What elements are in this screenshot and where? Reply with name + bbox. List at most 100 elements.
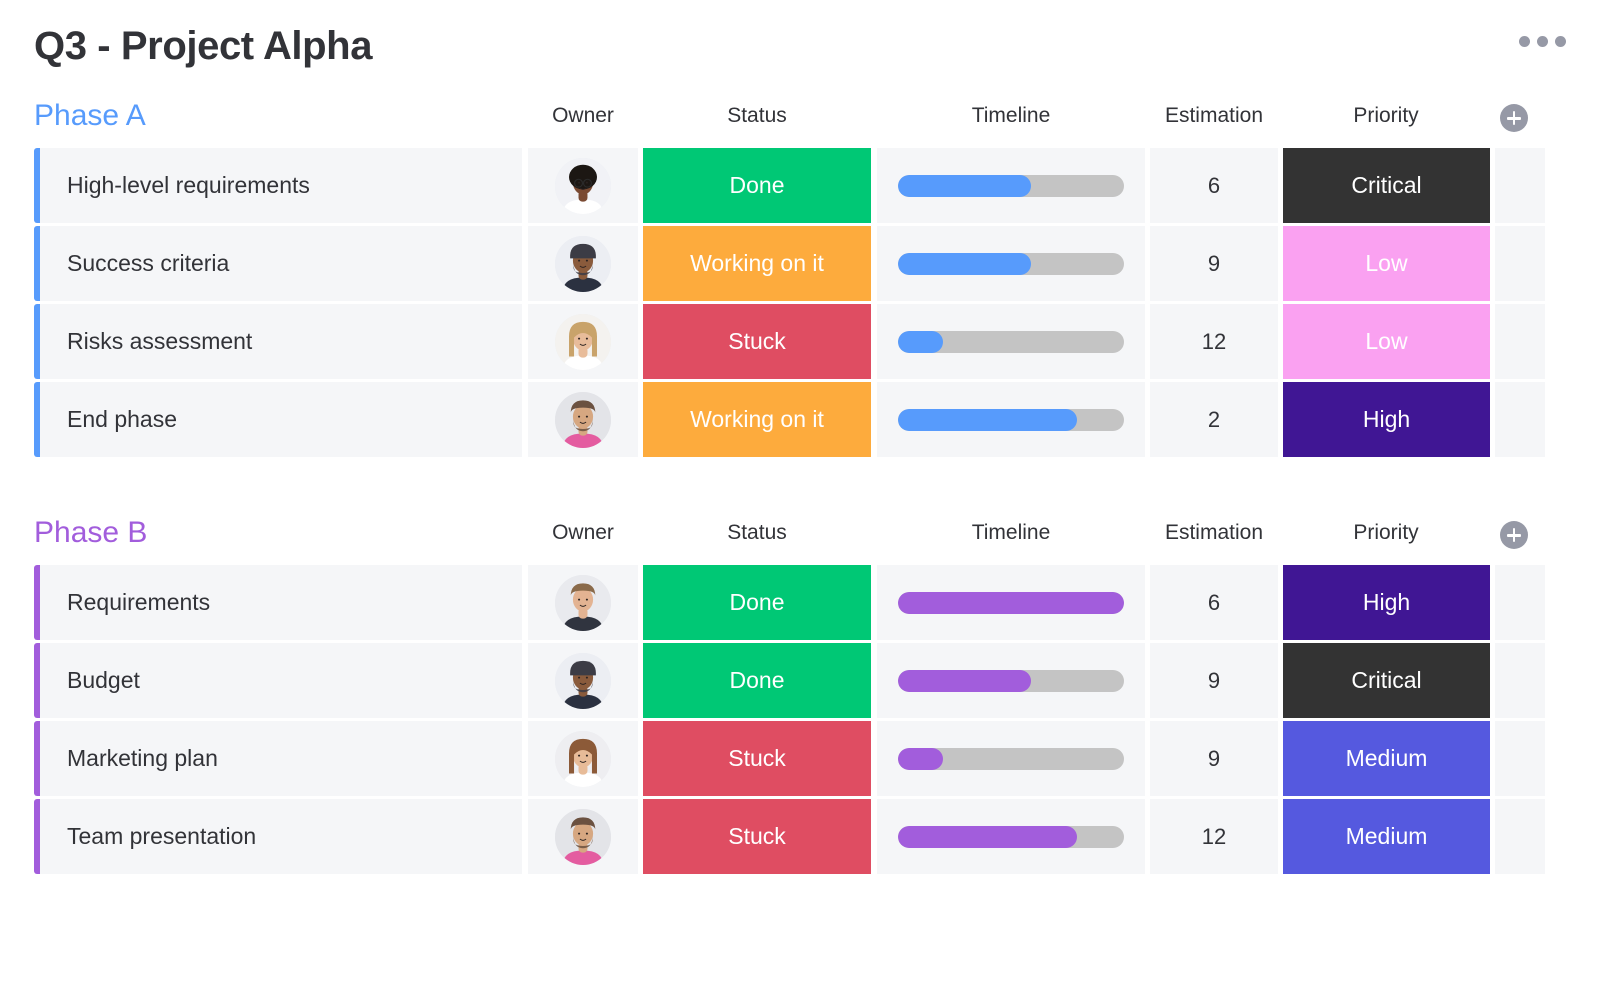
status-cell[interactable]: Stuck xyxy=(643,304,871,379)
group-phase-a: Phase A Owner Status Timeline Estimation Prio… xyxy=(0,96,1600,457)
status-cell[interactable]: Working on it xyxy=(643,382,871,457)
avatar[interactable] xyxy=(555,574,611,631)
avatar[interactable] xyxy=(555,730,611,787)
table-row[interactable]: High-level requirements Done 6 Critical xyxy=(0,148,1600,223)
kebab-menu-icon[interactable] xyxy=(1519,36,1566,47)
owner-cell[interactable] xyxy=(528,226,638,301)
empty-trailing-cell[interactable] xyxy=(1495,304,1545,379)
timeline-progress-track xyxy=(898,669,1124,692)
task-name-cell[interactable]: Team presentation xyxy=(40,799,522,874)
owner-cell[interactable] xyxy=(528,382,638,457)
row-color-indicator xyxy=(34,799,40,874)
groups-container: Phase A Owner Status Timeline Estimation Prio… xyxy=(0,96,1600,874)
owner-cell[interactable] xyxy=(528,148,638,223)
timeline-progress-track xyxy=(898,747,1124,770)
owner-cell[interactable] xyxy=(528,304,638,379)
column-header-status[interactable]: Status xyxy=(727,521,787,544)
priority-cell[interactable]: Medium xyxy=(1283,799,1490,874)
status-cell[interactable]: Stuck xyxy=(643,721,871,796)
table-row[interactable]: Requirements Done 6 High xyxy=(0,565,1600,640)
column-header-owner[interactable]: Owner xyxy=(552,521,614,544)
priority-cell[interactable]: Critical xyxy=(1283,148,1490,223)
estimation-cell[interactable]: 9 xyxy=(1150,643,1278,718)
empty-trailing-cell[interactable] xyxy=(1495,226,1545,301)
empty-trailing-cell[interactable] xyxy=(1495,565,1545,640)
task-name-cell[interactable]: Marketing plan xyxy=(40,721,522,796)
priority-cell[interactable]: Critical xyxy=(1283,643,1490,718)
empty-trailing-cell[interactable] xyxy=(1495,721,1545,796)
timeline-progress-fill xyxy=(898,408,1077,431)
column-header-status[interactable]: Status xyxy=(727,104,787,127)
priority-cell[interactable]: Low xyxy=(1283,304,1490,379)
table-row[interactable]: Success criteria Working on it 9 Low xyxy=(0,226,1600,301)
row-color-indicator xyxy=(34,565,40,640)
timeline-cell[interactable] xyxy=(877,799,1145,874)
table-row[interactable]: Marketing plan Stuck 9 Medium xyxy=(0,721,1600,796)
avatar[interactable] xyxy=(555,157,611,214)
task-name-cell[interactable]: High-level requirements xyxy=(40,148,522,223)
task-name-cell[interactable]: Requirements xyxy=(40,565,522,640)
avatar[interactable] xyxy=(555,652,611,709)
table-row[interactable]: Risks assessment Stuck 12 Low xyxy=(0,304,1600,379)
column-header-timeline[interactable]: Timeline xyxy=(971,104,1051,127)
estimation-cell[interactable]: 6 xyxy=(1150,148,1278,223)
avatar[interactable] xyxy=(555,808,611,865)
timeline-cell[interactable] xyxy=(877,148,1145,223)
owner-cell[interactable] xyxy=(528,565,638,640)
owner-cell[interactable] xyxy=(528,643,638,718)
estimation-cell[interactable]: 12 xyxy=(1150,799,1278,874)
avatar[interactable] xyxy=(555,313,611,370)
status-cell[interactable]: Done xyxy=(643,565,871,640)
estimation-cell[interactable]: 6 xyxy=(1150,565,1278,640)
priority-cell[interactable]: Medium xyxy=(1283,721,1490,796)
timeline-cell[interactable] xyxy=(877,565,1145,640)
timeline-progress-fill xyxy=(898,825,1077,848)
column-header-owner[interactable]: Owner xyxy=(552,104,614,127)
empty-trailing-cell[interactable] xyxy=(1495,799,1545,874)
task-name-cell[interactable]: Success criteria xyxy=(40,226,522,301)
owner-cell[interactable] xyxy=(528,799,638,874)
column-header-estimation[interactable]: Estimation xyxy=(1164,104,1264,127)
page-title: Q3 - Project Alpha xyxy=(34,24,373,68)
group-title[interactable]: Phase A xyxy=(34,99,146,132)
status-cell[interactable]: Stuck xyxy=(643,799,871,874)
timeline-cell[interactable] xyxy=(877,304,1145,379)
table-row[interactable]: End phase Working on it 2 High xyxy=(0,382,1600,457)
priority-cell[interactable]: Low xyxy=(1283,226,1490,301)
timeline-progress-track xyxy=(898,330,1124,353)
table-row[interactable]: Budget Done 9 Critical xyxy=(0,643,1600,718)
task-name-cell[interactable]: Risks assessment xyxy=(40,304,522,379)
timeline-cell[interactable] xyxy=(877,382,1145,457)
avatar[interactable] xyxy=(555,391,611,448)
task-name-cell[interactable]: Budget xyxy=(40,643,522,718)
column-header-timeline[interactable]: Timeline xyxy=(971,521,1051,544)
estimation-cell[interactable]: 9 xyxy=(1150,721,1278,796)
timeline-cell[interactable] xyxy=(877,643,1145,718)
empty-trailing-cell[interactable] xyxy=(1495,148,1545,223)
timeline-progress-fill xyxy=(898,591,1124,614)
add-column-plus-icon[interactable] xyxy=(1500,521,1528,549)
priority-cell[interactable]: High xyxy=(1283,382,1490,457)
owner-cell[interactable] xyxy=(528,721,638,796)
group-title[interactable]: Phase B xyxy=(34,516,148,549)
timeline-cell[interactable] xyxy=(877,226,1145,301)
status-cell[interactable]: Done xyxy=(643,643,871,718)
task-name-cell[interactable]: End phase xyxy=(40,382,522,457)
timeline-cell[interactable] xyxy=(877,721,1145,796)
estimation-cell[interactable]: 12 xyxy=(1150,304,1278,379)
priority-cell[interactable]: High xyxy=(1283,565,1490,640)
avatar[interactable] xyxy=(555,235,611,292)
estimation-cell[interactable]: 2 xyxy=(1150,382,1278,457)
status-cell[interactable]: Done xyxy=(643,148,871,223)
column-header-priority[interactable]: Priority xyxy=(1353,104,1419,127)
status-cell[interactable]: Working on it xyxy=(643,226,871,301)
add-column-plus-icon[interactable] xyxy=(1500,104,1528,132)
empty-trailing-cell[interactable] xyxy=(1495,382,1545,457)
table-row[interactable]: Team presentation Stuck 12 Medium xyxy=(0,799,1600,874)
empty-trailing-cell[interactable] xyxy=(1495,643,1545,718)
column-header-priority[interactable]: Priority xyxy=(1353,521,1419,544)
timeline-progress-track xyxy=(898,825,1124,848)
column-header-estimation[interactable]: Estimation xyxy=(1164,521,1264,544)
estimation-cell[interactable]: 9 xyxy=(1150,226,1278,301)
timeline-progress-track xyxy=(898,591,1124,614)
